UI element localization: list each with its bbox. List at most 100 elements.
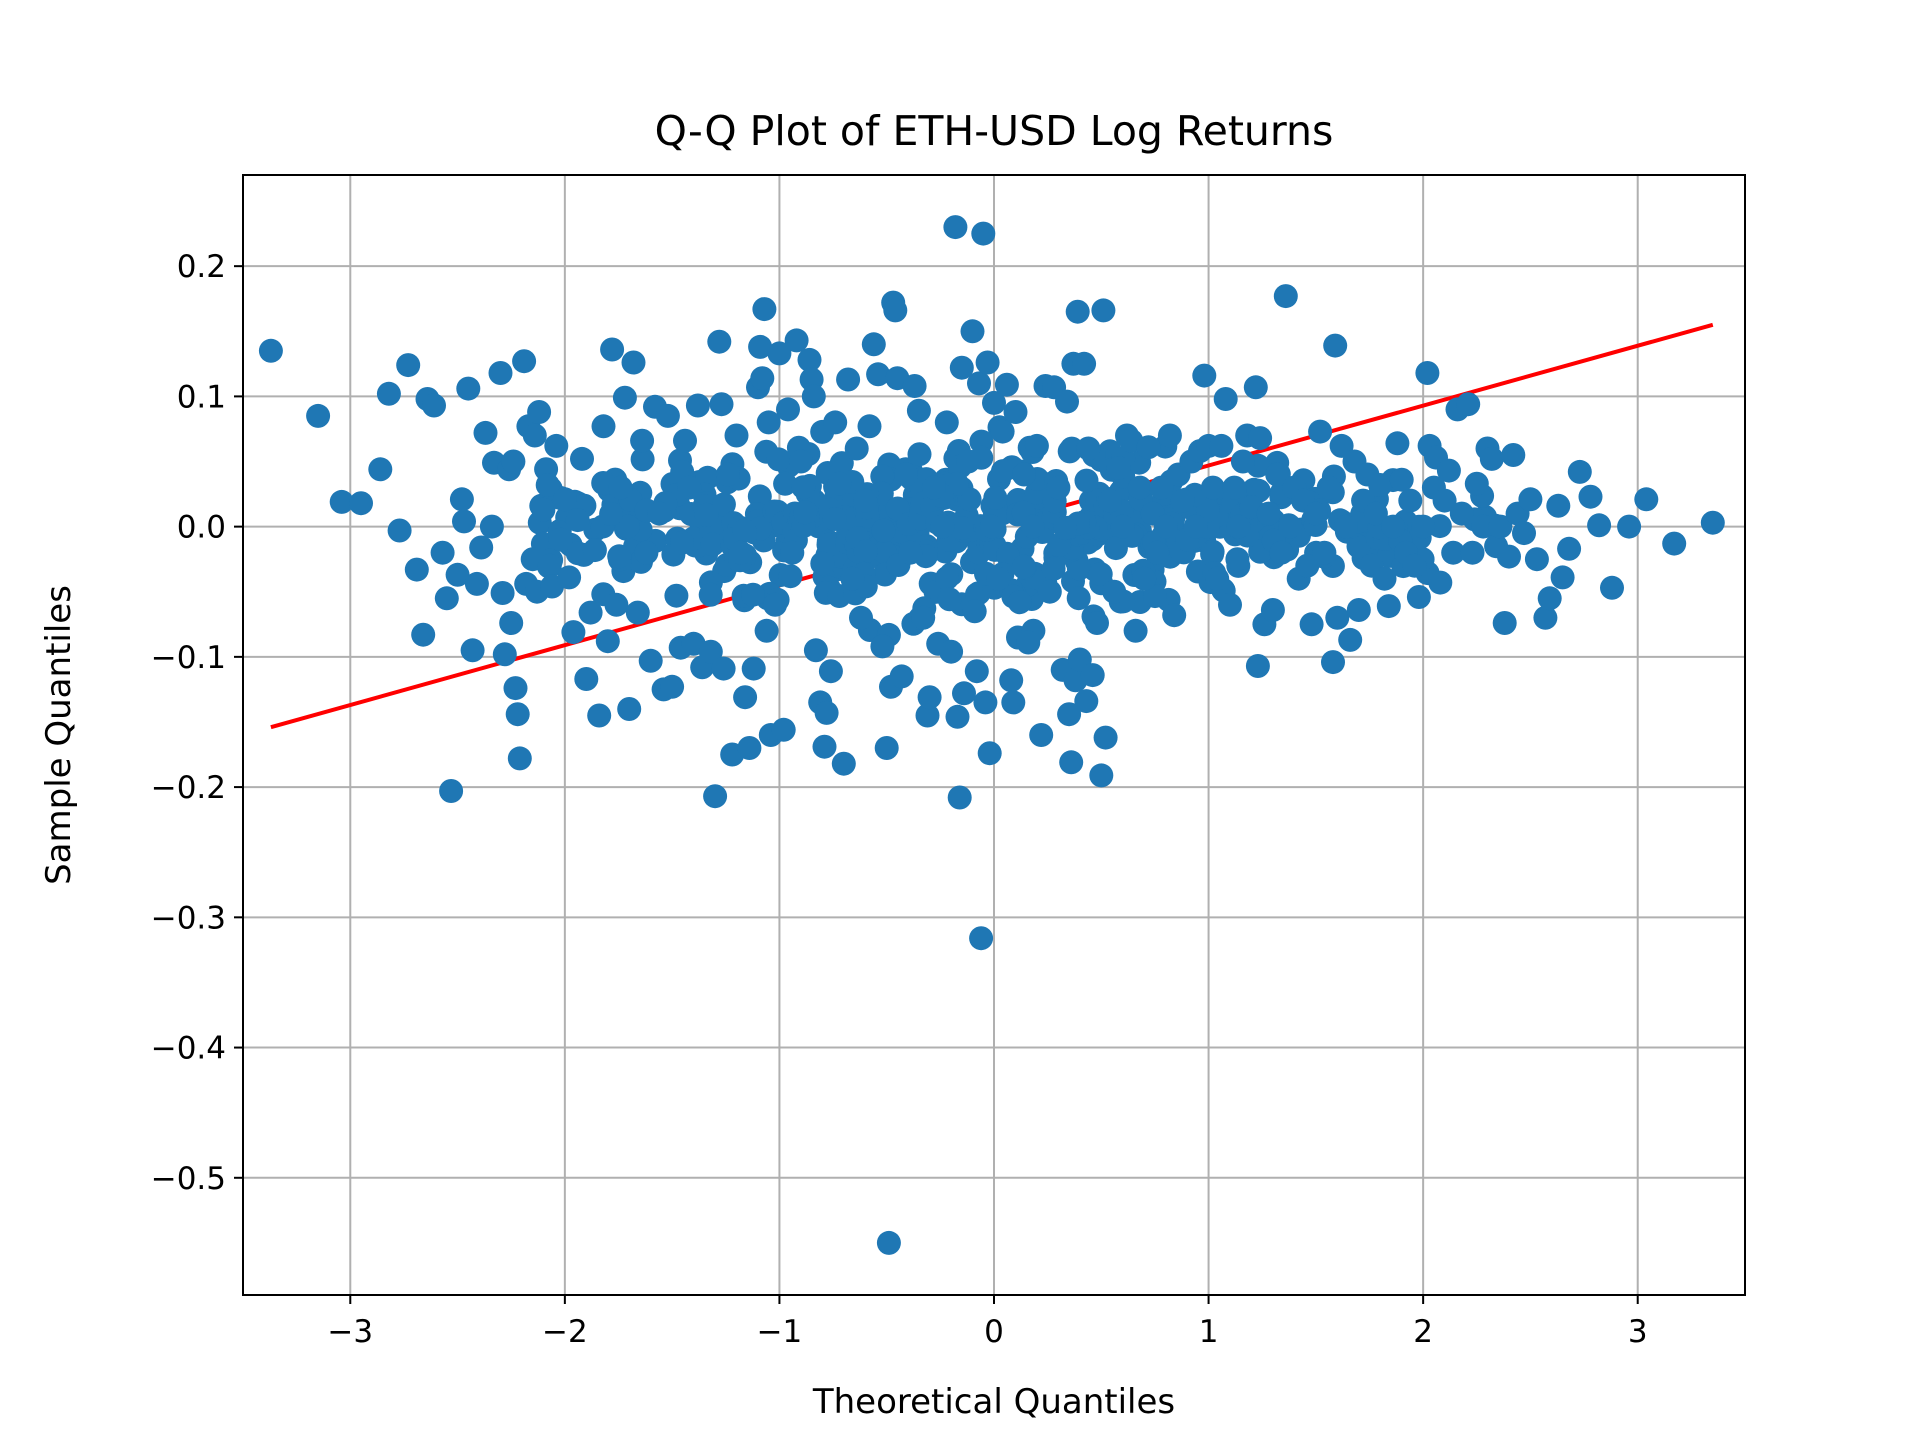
sample-point — [1479, 446, 1504, 471]
sample-point — [937, 587, 962, 612]
sample-point — [752, 297, 777, 322]
sample-point — [1080, 663, 1105, 688]
x-tick-label: 0 — [984, 1314, 1004, 1350]
sample-point — [715, 462, 740, 487]
sample-point — [599, 502, 624, 526]
sample-point — [600, 337, 625, 362]
sample-point — [949, 516, 974, 541]
sample-point — [1381, 514, 1406, 539]
sample-point — [945, 704, 970, 729]
sample-point — [501, 449, 526, 474]
sample-point — [921, 475, 946, 500]
sample-point — [1333, 514, 1358, 539]
sample-point — [527, 400, 552, 424]
sample-point — [306, 403, 331, 428]
sample-point — [934, 410, 959, 435]
sample-point — [557, 565, 582, 590]
sample-point — [670, 530, 694, 555]
sample-point — [902, 374, 927, 398]
sample-point — [939, 639, 964, 664]
sample-point — [1243, 375, 1268, 400]
sample-point — [771, 717, 796, 742]
chart-title: Q-Q Plot of ETH-USD Log Returns — [655, 107, 1334, 155]
sample-point — [1074, 468, 1099, 493]
sample-point — [503, 676, 528, 701]
sample-point — [574, 667, 599, 691]
sample-point — [587, 703, 612, 728]
sample-point — [1230, 449, 1255, 474]
sample-point — [1256, 501, 1281, 526]
sample-point — [763, 592, 788, 617]
sample-point — [748, 334, 773, 359]
sample-point — [1617, 514, 1642, 539]
sample-point — [537, 553, 562, 578]
sample-point — [1074, 689, 1099, 714]
sample-point — [780, 540, 805, 565]
sample-point — [625, 600, 650, 625]
sample-point — [756, 410, 781, 435]
sample-point — [709, 392, 734, 417]
sample-point — [956, 449, 981, 474]
sample-point — [853, 539, 878, 564]
sample-point — [258, 338, 283, 363]
sample-point — [1041, 556, 1066, 581]
sample-point — [1312, 540, 1337, 565]
sample-point — [836, 367, 861, 392]
sample-point — [1323, 333, 1348, 358]
sample-point — [1406, 585, 1431, 609]
sample-point — [1072, 351, 1097, 376]
x-tick-label: 3 — [1628, 1314, 1648, 1350]
sample-point — [870, 634, 895, 659]
sample-point — [1218, 592, 1242, 617]
sample-point — [788, 449, 813, 474]
sample-point — [1460, 540, 1485, 565]
sample-point — [1488, 514, 1513, 539]
sample-point — [977, 741, 1002, 766]
sample-point — [1432, 488, 1457, 513]
sample-point — [711, 656, 736, 681]
sample-point — [1363, 501, 1388, 526]
sample-point — [1066, 556, 1091, 581]
sample-point — [1428, 570, 1453, 595]
sample-point — [1089, 763, 1114, 788]
sample-point — [544, 433, 569, 458]
sample-point — [791, 475, 816, 500]
sample-point — [1225, 547, 1250, 572]
sample-point — [1016, 630, 1041, 655]
sample-point — [1192, 363, 1217, 388]
sample-point — [766, 447, 791, 472]
sample-point — [990, 419, 1015, 444]
sample-point — [660, 674, 685, 699]
sample-point — [1162, 603, 1187, 628]
sample-point — [1464, 471, 1489, 496]
sample-point — [698, 639, 723, 664]
sample-point — [1260, 598, 1285, 622]
sample-point — [1153, 514, 1178, 539]
sample-point — [1376, 594, 1401, 619]
sample-point — [1578, 484, 1603, 509]
sample-point — [578, 600, 603, 625]
sample-point — [505, 702, 530, 727]
sample-point — [874, 736, 899, 760]
sample-point — [844, 436, 869, 461]
sample-point — [1278, 514, 1303, 539]
sample-point — [1127, 475, 1152, 500]
sample-point — [943, 215, 968, 240]
x-tick-label: 2 — [1413, 1314, 1433, 1350]
sample-point — [1110, 514, 1135, 539]
y-axis-label: Sample Quantiles — [39, 585, 79, 885]
x-tick-label: −2 — [542, 1314, 588, 1350]
sample-point — [964, 659, 989, 684]
sample-point — [1001, 690, 1026, 715]
sample-point — [1415, 361, 1440, 385]
x-tick-label: −1 — [757, 1314, 803, 1350]
y-tick-label: −0.5 — [151, 1161, 226, 1197]
sample-point — [621, 350, 646, 375]
sample-point — [634, 540, 659, 565]
sample-point — [615, 514, 640, 539]
sample-point — [1269, 540, 1294, 565]
sample-point — [935, 566, 960, 590]
sample-point — [1411, 514, 1436, 539]
sample-point — [767, 341, 792, 366]
